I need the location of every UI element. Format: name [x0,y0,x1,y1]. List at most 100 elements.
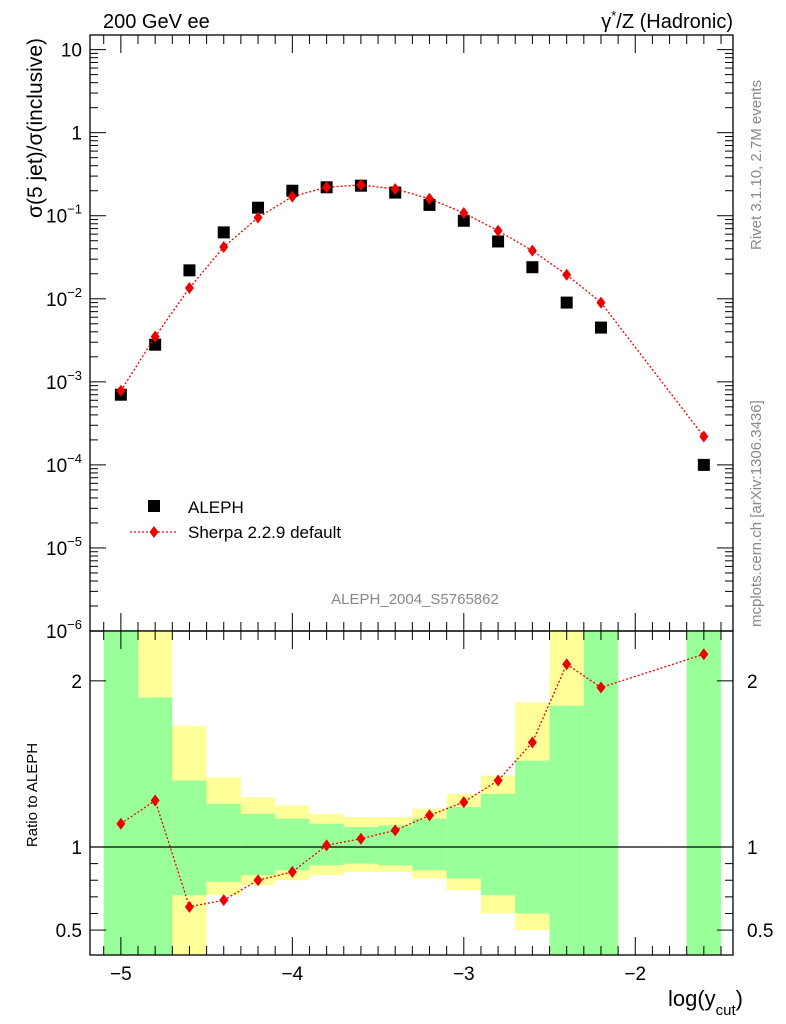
main-y-tick-label-6: 10−5 [46,534,82,560]
legend-sherpa-marker [149,526,159,538]
x-axis-label: log(ycut) [668,986,743,1019]
ratio-sherpa-point-1 [150,794,160,807]
ratio-y-tick-label-right-1: 1 [747,838,758,859]
ratio-sherpa-point-9 [425,809,435,822]
main-y-tick-base-0: 10 [61,41,82,62]
main-y-tick-exp-6: −5 [67,534,82,549]
main-y-tick-base-6: 10 [46,539,67,560]
ratio-inner-band-0 [103,631,139,955]
main-y-tick-base-2: 10 [46,207,67,228]
ratio-frame [89,630,734,956]
x-tick-label-0: −5 [110,964,132,985]
main-y-tick-base-1: 1 [71,124,82,145]
sherpa-point-2 [184,281,194,294]
main-y-tick-label-5: 10−4 [46,451,82,477]
main-y-tick-exp-7: −6 [67,617,82,632]
sherpa-line [120,184,705,437]
sherpa-point-9 [425,192,435,205]
sherpa-point-0 [116,384,126,397]
x-tick-label-1: −4 [281,964,303,985]
ratio-y-tick-label-2: 0.5 [56,921,82,942]
sherpa-point-4 [253,211,263,224]
main-y-tick-label-0: 10 [61,41,82,62]
ratio-panel: −5 −4 −3 −2 2 2 1 1 0.5 0.5 [56,630,773,985]
legend: ALEPH Sherpa 2.2.9 default [130,498,341,542]
main-y-tick-label-1: 1 [71,124,82,145]
ratio-sherpa-point-15 [699,648,709,661]
main-y-axis-label: σ(5 jet)/σ(inclusive) [24,38,47,218]
ratio-y-tick-label-1: 1 [71,838,82,859]
ratio-y-tick-label-0: 2 [71,672,82,693]
aleph-point-3 [217,226,230,239]
aleph-point-13 [560,296,573,309]
aleph-point-11 [492,235,505,248]
main-y-tick-base-5: 10 [46,456,67,477]
ratio-inner-band-14 [583,631,619,955]
sherpa-point-14 [596,296,606,309]
sherpa-point-7 [356,178,366,191]
ratio-sherpa-point-3 [219,894,229,907]
legend-sherpa-label: Sherpa 2.2.9 default [188,523,341,542]
main-y-tick-exp-5: −4 [67,451,82,466]
ratio-sherpa-point-5 [287,865,297,878]
sherpa-point-6 [322,181,332,194]
main-y-tick-exp-4: −3 [67,368,82,383]
ratio-sherpa-point-8 [390,824,400,837]
ratio-inner-band-4 [240,813,276,876]
ratio-inner-band-5 [275,818,310,871]
ratio-inner-band-2 [172,780,207,896]
main-y-tick-label-2: 10−1 [46,202,82,228]
main-y-tick-base-4: 10 [46,373,67,394]
main-frame [89,34,734,632]
sherpa-point-11 [493,224,503,237]
aleph-point-14 [594,321,607,334]
ratio-inner-band-12 [515,760,550,914]
ratio-sherpa-point-14 [596,681,606,694]
process-title: γ*/Z (Hadronic) [601,8,733,33]
main-y-tick-label-4: 10−3 [46,368,82,394]
ratio-sherpa-point-10 [459,796,469,809]
x-tick-label-2: −3 [453,964,475,985]
ratio-inner-band-10 [446,807,481,879]
main-y-tick-exp-3: −2 [67,285,82,300]
main-y-tick-label-7: 10−6 [46,617,82,643]
ratio-inner-band-11 [480,793,516,896]
legend-aleph-marker [148,500,160,512]
aleph-point-1 [149,338,162,351]
aleph-point-2 [183,264,196,277]
aleph-point-15 [697,458,710,471]
ratio-inner-band-13 [549,705,584,955]
ratio-sherpa-line [120,653,705,908]
aleph-point-4 [252,201,265,214]
ratio-sherpa-point-2 [184,900,194,913]
ratio-sherpa-point-13 [562,658,572,671]
ratio-inner-band-7 [343,827,379,864]
aleph-point-12 [526,261,539,274]
ratio-sherpa-point-0 [116,817,126,830]
sherpa-point-8 [390,182,400,195]
aleph-point-9 [423,198,436,211]
sherpa-point-3 [219,241,229,254]
ratio-sherpa-point-12 [527,736,537,749]
beam-energy-title: 200 GeV ee [103,11,210,33]
main-y-tick-exp-2: −1 [67,202,82,217]
x-tick-label-3: −2 [624,964,646,985]
sherpa-point-15 [699,430,709,443]
sherpa-point-1 [150,330,160,343]
ratio-inner-band-1 [138,697,173,955]
rivet-version-label: Rivet 3.1.10, 2.7M events [748,80,765,250]
ratio-sherpa-point-4 [253,874,263,887]
ratio-sherpa-point-7 [356,832,366,845]
ratio-inner-band-3 [206,803,241,882]
ratio-inner-band-15 [686,631,721,955]
sherpa-point-5 [287,190,297,203]
aleph-point-10 [457,214,470,227]
main-y-tick-base-3: 10 [46,290,67,311]
ratio-sherpa-point-11 [493,774,503,787]
ratio-sherpa-point-6 [322,839,332,852]
ratio-y-tick-label-right-2: 0.5 [747,921,773,942]
ratio-y-tick-label-right-0: 2 [747,672,758,693]
sherpa-point-10 [459,206,469,219]
